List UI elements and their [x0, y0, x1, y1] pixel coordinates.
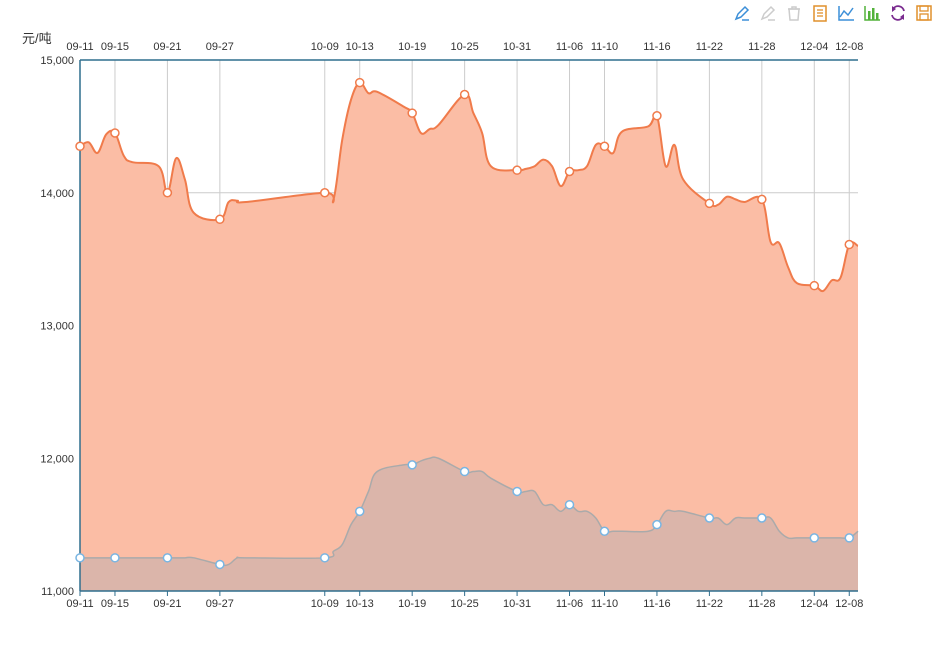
- series-1-point: [407, 460, 417, 470]
- series-1-point: [110, 553, 120, 563]
- series-1-point: [75, 553, 85, 563]
- series-1-line: [80, 456, 859, 567]
- x-tick-label-top: 10-09: [311, 41, 339, 53]
- x-tick-label-bottom: 10-19: [398, 598, 426, 610]
- series-areas: [79, 81, 859, 592]
- x-tick-label-bottom: 10-25: [451, 598, 479, 610]
- x-tick-label-top: 09-21: [153, 41, 181, 53]
- series-1-point: [599, 526, 610, 537]
- series-0-point: [512, 165, 522, 175]
- mark-clear-icon[interactable]: [784, 3, 804, 23]
- data-view-icon[interactable]: [810, 3, 830, 23]
- x-tick-label-bottom: 12-08: [835, 598, 863, 610]
- bar-chart-icon[interactable]: [862, 3, 882, 23]
- mark-undo-icon[interactable]: [758, 3, 778, 23]
- x-tick-label-top: 12-08: [835, 41, 863, 53]
- series-0-point: [599, 141, 610, 152]
- x-tick-label-top: 10-31: [503, 41, 531, 53]
- x-tick-label-top: 09-27: [206, 41, 234, 53]
- x-tick-label-top: 11-16: [643, 41, 670, 53]
- x-tick-label-top: 11-10: [591, 41, 618, 53]
- x-tick-label-top: 10-13: [346, 41, 374, 53]
- x-tick-label-bottom: 09-15: [101, 598, 129, 610]
- x-tick-label-top: 11-06: [556, 41, 583, 53]
- y-tick-label: 12,000: [40, 453, 74, 465]
- x-tick-label-top: 10-19: [398, 41, 426, 53]
- series-0-point: [757, 194, 767, 205]
- x-tick-label-bottom: 10-13: [346, 598, 374, 610]
- series-1-point: [162, 553, 173, 563]
- x-tick-label-top: 11-22: [696, 41, 723, 53]
- series-0-point: [215, 214, 225, 225]
- series-0-point: [162, 188, 173, 198]
- x-tick-label-top: 12-04: [800, 41, 828, 53]
- x-tick-label-bottom: 11-28: [748, 598, 775, 610]
- x-tick-label-bottom: 10-31: [503, 598, 531, 610]
- y-axis-unit-label: 元/吨: [22, 31, 52, 46]
- series-0-point: [704, 198, 715, 209]
- series-1-point: [757, 513, 767, 523]
- chart-toolbox: [732, 3, 934, 25]
- series-0-point: [407, 108, 417, 118]
- series-1-point: [512, 486, 522, 497]
- x-tick-label-top: 10-25: [451, 41, 479, 53]
- x-tick-label-bottom: 09-11: [66, 598, 93, 610]
- series-1-point: [459, 466, 470, 477]
- series-1-point: [354, 506, 365, 517]
- series-1-area: [80, 457, 858, 591]
- x-tick-label-bottom: 11-22: [696, 598, 723, 610]
- series-0-point: [320, 188, 330, 198]
- y-tick-label: 13,000: [40, 321, 74, 333]
- x-tick-label-bottom: 12-04: [800, 598, 828, 610]
- series-0-point: [652, 111, 662, 121]
- x-tick-label-top: 09-15: [101, 41, 129, 53]
- series-0-line: [79, 81, 859, 293]
- x-tick-label-bottom: 09-27: [206, 598, 234, 610]
- series-0-point: [809, 280, 820, 291]
- x-tick-label-top: 09-11: [66, 41, 93, 53]
- restore-icon[interactable]: [888, 3, 908, 23]
- series-0-point: [75, 141, 85, 152]
- series-0-point: [110, 128, 120, 138]
- series-0-point: [459, 89, 470, 100]
- series-0-point: [564, 166, 575, 177]
- x-tick-label-top: 11-28: [748, 41, 775, 53]
- series-1-point: [809, 533, 820, 543]
- series-0-point: [354, 77, 365, 88]
- save-image-icon[interactable]: [914, 3, 934, 23]
- x-tick-label-bottom: 11-06: [556, 598, 583, 610]
- series-1-point: [564, 499, 575, 510]
- x-tick-label-bottom: 11-16: [643, 598, 670, 610]
- x-tick-label-bottom: 11-10: [591, 598, 618, 610]
- y-tick-label: 11,000: [41, 586, 74, 598]
- series-1-point: [704, 513, 715, 523]
- series-1-point: [652, 519, 662, 530]
- series-markers: [75, 77, 855, 570]
- x-tick-label-bottom: 10-09: [311, 598, 339, 610]
- series-1-point: [844, 533, 855, 543]
- series-0-area: [80, 82, 858, 592]
- y-tick-label: 15,000: [40, 55, 74, 67]
- series-1-point: [215, 559, 225, 570]
- y-tick-label: 14,000: [40, 188, 74, 200]
- mark-icon[interactable]: [732, 3, 752, 23]
- series-0-point: [844, 239, 855, 250]
- line-chart-icon[interactable]: [836, 3, 856, 23]
- axis-labels: 11,000 12,000 13,000 14,000 15,000 09-11 09-11…: [40, 41, 863, 610]
- x-tick-label-bottom: 09-21: [153, 598, 181, 610]
- series-1-point: [320, 553, 330, 563]
